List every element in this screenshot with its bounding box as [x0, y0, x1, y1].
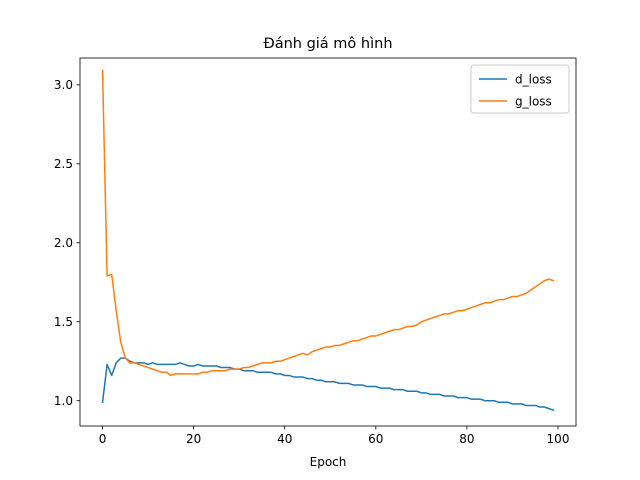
- chart-title: Đánh giá mô hình: [263, 36, 392, 52]
- legend: d_loss g_loss: [470, 64, 570, 114]
- series-line-d_loss: [101, 357, 555, 412]
- legend-label-d_loss: d_loss: [515, 72, 552, 86]
- legend-label-g_loss: g_loss: [515, 94, 552, 108]
- plot-area: 0 20 40 60 80 100 1.0 1.5 2.0 2.5 3.0: [54, 57, 577, 446]
- x-tick-label: 100: [547, 432, 570, 446]
- x-tick-label: 0: [99, 432, 107, 446]
- y-tick-label: 2.5: [54, 157, 73, 171]
- x-tick-label: 80: [459, 432, 474, 446]
- x-tick-label: 40: [277, 432, 292, 446]
- series-line-g_loss: [101, 69, 555, 377]
- y-tick-label: 1.5: [54, 315, 73, 329]
- x-axis-title: Epoch: [310, 455, 347, 469]
- y-tick-label: 3.0: [54, 78, 73, 92]
- x-tick-label: 60: [368, 432, 383, 446]
- x-tick-label: 20: [186, 432, 201, 446]
- y-tick-label: 2.0: [54, 236, 73, 250]
- axes-frame: [79, 57, 577, 427]
- y-tick-label: 1.0: [54, 394, 73, 408]
